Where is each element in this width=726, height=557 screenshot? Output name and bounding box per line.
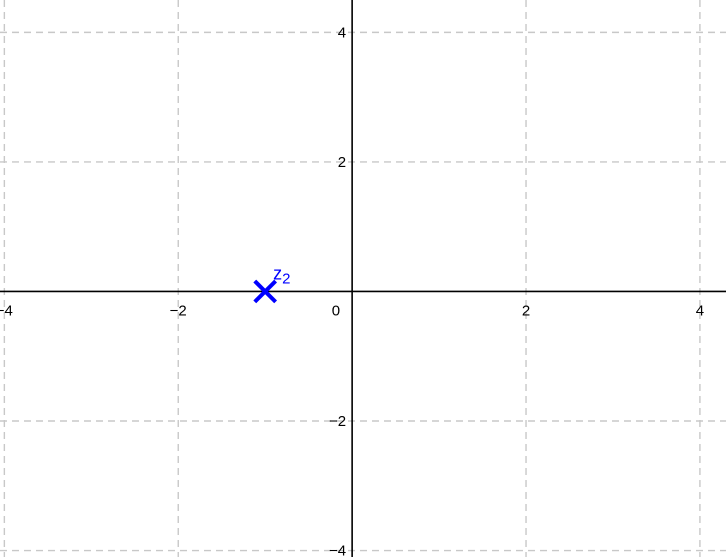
x-tick-label: 2 bbox=[522, 302, 530, 319]
point-label: z2 bbox=[273, 263, 290, 287]
point-label-name: z bbox=[273, 263, 282, 283]
y-tick-label: 4 bbox=[338, 24, 346, 41]
y-tick-label: −2 bbox=[329, 413, 346, 430]
x-tick-label: −4 bbox=[0, 302, 13, 319]
point-label-subscript: 2 bbox=[282, 270, 290, 287]
x-tick-label: 4 bbox=[696, 302, 704, 319]
point-marker bbox=[253, 279, 278, 304]
y-tick-label: −4 bbox=[329, 543, 346, 557]
points: z2 bbox=[253, 263, 291, 304]
origin-label: 0 bbox=[332, 302, 340, 319]
tick-labels: −4 −2 2 4 −4 −2 2 4 0 bbox=[0, 24, 704, 557]
point-marker-stroke bbox=[253, 279, 278, 304]
x-tick-label: −2 bbox=[170, 302, 187, 319]
y-tick-label: 2 bbox=[338, 154, 346, 171]
